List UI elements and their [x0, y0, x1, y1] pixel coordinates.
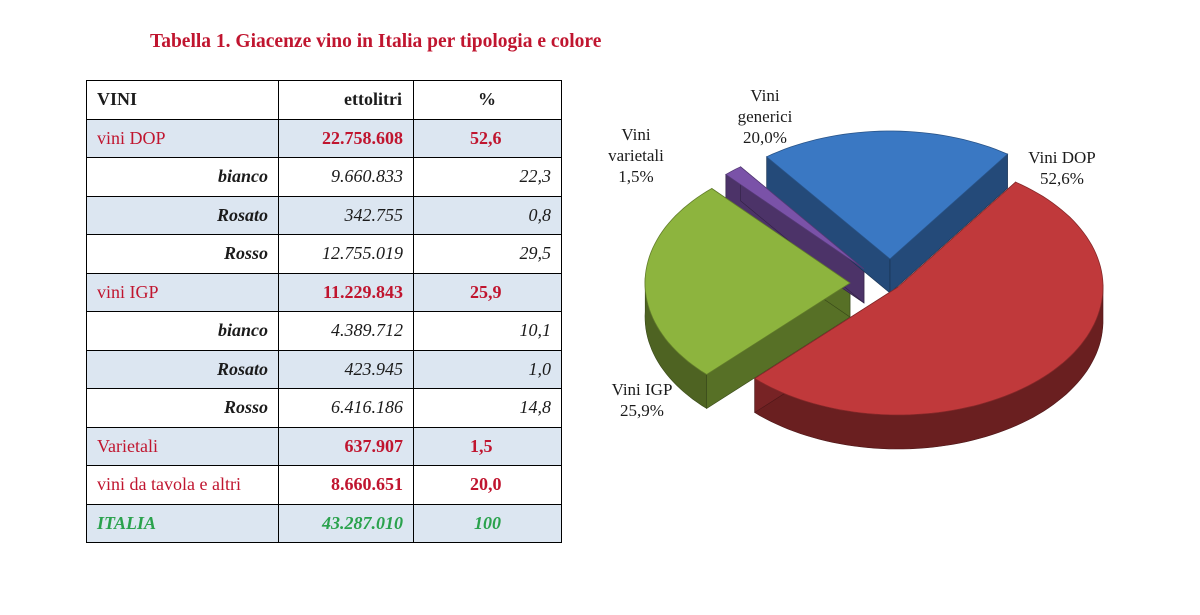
row-label: Varietali [86, 426, 279, 466]
table-row: vini da tavola e altri 8.660.651 20,0 [86, 465, 562, 505]
pie-label-line: 25,9% [620, 401, 664, 420]
row-label: Rosso [86, 388, 279, 428]
pie-slice-label: Vini varietali 1,5% [608, 125, 664, 186]
row-percent: 29,5 [413, 234, 562, 274]
pie-slice-label: Vini generici 20,0% [738, 86, 793, 147]
table-header-row: VINI ettolitri % [86, 80, 562, 120]
row-ettolitri: 8.660.651 [278, 465, 414, 505]
header-ettolitri: ettolitri [278, 80, 414, 120]
table-row: Rosato 423.945 1,0 [86, 349, 562, 389]
row-percent: 25,9 [413, 272, 562, 312]
row-ettolitri: 423.945 [278, 349, 414, 389]
row-ettolitri: 342.755 [278, 195, 414, 235]
table-row: Rosato 342.755 0,8 [86, 195, 562, 235]
pie-label-line: 52,6% [1040, 169, 1084, 188]
table-row: bianco 9.660.833 22,3 [86, 157, 562, 197]
table-row: vini DOP 22.758.608 52,6 [86, 118, 562, 158]
pie-slice [765, 130, 1009, 260]
row-label: vini IGP [86, 272, 279, 312]
row-label: bianco [86, 311, 279, 351]
wine-stock-table: VINI ettolitri % vini DOP 22.758.608 52,6 b… [86, 80, 562, 543]
pie-slice [644, 188, 851, 375]
row-ettolitri: 9.660.833 [278, 157, 414, 197]
header-percent: % [413, 80, 562, 120]
row-ettolitri: 4.389.712 [278, 311, 414, 351]
table-row: Varietali 637.907 1,5 [86, 426, 562, 466]
pie-label-line: varietali [608, 146, 664, 165]
row-label: vini da tavola e altri [86, 465, 279, 505]
row-percent: 22,3 [413, 157, 562, 197]
table-row: vini IGP 11.229.843 25,9 [86, 272, 562, 312]
row-ettolitri: 43.287.010 [278, 503, 414, 543]
row-ettolitri: 22.758.608 [278, 118, 414, 158]
pie-label-line: 20,0% [743, 128, 787, 147]
row-percent: 52,6 [413, 118, 562, 158]
pie-tops [644, 130, 1104, 416]
pie-label-line: Vini DOP [1028, 148, 1095, 167]
row-ettolitri: 6.416.186 [278, 388, 414, 428]
row-ettolitri: 12.755.019 [278, 234, 414, 274]
pie-label-line: Vini [750, 86, 779, 105]
pie-label-line: 1,5% [618, 167, 653, 186]
row-label: Rosso [86, 234, 279, 274]
table-title: Tabella 1. Giacenze vino in Italia per t… [150, 31, 602, 52]
row-label: ITALIA [86, 503, 279, 543]
row-label: Rosato [86, 195, 279, 235]
row-percent: 20,0 [413, 465, 562, 505]
row-label: bianco [86, 157, 279, 197]
table-row: ITALIA 43.287.010 100 [86, 503, 562, 543]
table-row: Rosso 12.755.019 29,5 [86, 234, 562, 274]
row-percent: 14,8 [413, 388, 562, 428]
pie-label-line: Vini IGP [612, 380, 673, 399]
row-percent: 10,1 [413, 311, 562, 351]
row-ettolitri: 637.907 [278, 426, 414, 466]
row-percent: 100 [413, 503, 562, 543]
header-vini: VINI [86, 80, 279, 120]
row-label: vini DOP [86, 118, 279, 158]
pie-slice [753, 181, 1104, 416]
row-percent: 0,8 [413, 195, 562, 235]
table-row: Rosso 6.416.186 14,8 [86, 388, 562, 428]
pie-label-line: Vini [621, 125, 650, 144]
table-body: VINI ettolitri % vini DOP 22.758.608 52,6 b… [86, 80, 562, 543]
row-label: Rosato [86, 349, 279, 389]
table-row: bianco 4.389.712 10,1 [86, 311, 562, 351]
row-percent: 1,5 [413, 426, 562, 466]
pie-label-line: generici [738, 107, 793, 126]
pie-slice-label: Vini IGP 25,9% [612, 380, 673, 420]
row-ettolitri: 11.229.843 [278, 272, 414, 312]
pie-slice-label: Vini DOP 52,6% [1028, 148, 1095, 188]
wine-stock-pie-chart: Vini DOP 52,6% Vini IGP 25,9% Vini varietali 1… [608, 86, 1104, 450]
pie-slice [725, 166, 865, 270]
row-percent: 1,0 [413, 349, 562, 389]
